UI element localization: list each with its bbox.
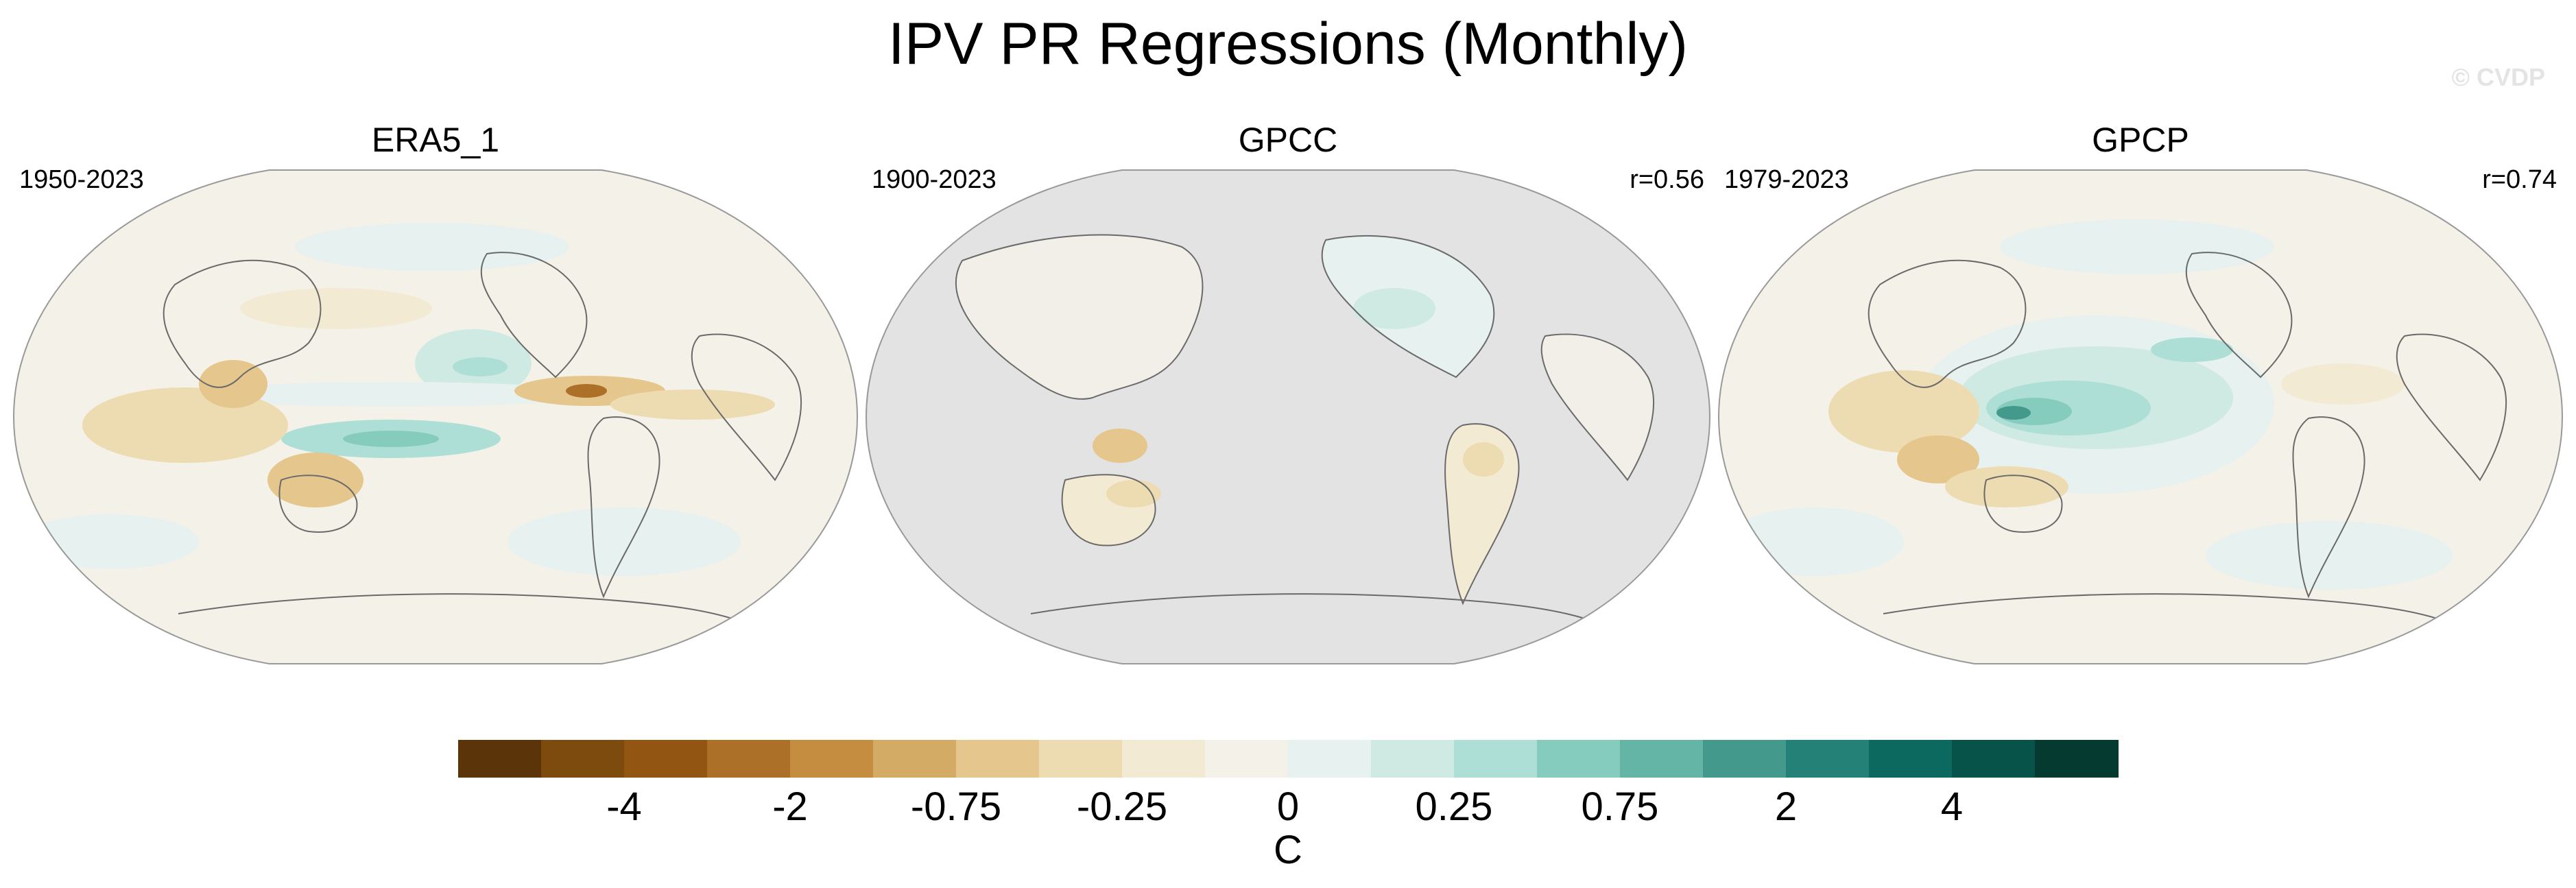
panel-years: 1900-2023 xyxy=(872,165,997,194)
panel-title: GPCP xyxy=(2092,121,2189,159)
anomaly-blob xyxy=(1828,370,1979,453)
coastline xyxy=(1321,235,1495,379)
colorbar-segment xyxy=(624,740,708,778)
coastline xyxy=(1030,593,1614,632)
colorbar-segment xyxy=(1371,740,1455,778)
anomaly-blob xyxy=(566,384,607,398)
colorbar-segment xyxy=(1454,740,1538,778)
colorbar-tick-label: -4 xyxy=(606,784,642,829)
colorbar-segment xyxy=(1537,740,1621,778)
colorbar-tick-label: -0.75 xyxy=(910,784,1002,829)
coastline xyxy=(587,416,660,599)
anomaly-blob xyxy=(2281,363,2405,405)
coastline xyxy=(163,259,322,388)
anomaly-blob xyxy=(21,514,199,569)
globe-outline xyxy=(1717,169,2564,664)
colorbar-tick-label: 2 xyxy=(1774,784,1798,829)
panel-correlation: r=0.56 xyxy=(1630,165,1704,194)
colorbar-segment xyxy=(458,740,542,778)
colorbar-segment xyxy=(790,740,874,778)
colorbar-tick-label: 0.75 xyxy=(1581,784,1659,829)
anomaly-blob xyxy=(1093,429,1147,463)
coastline xyxy=(955,234,1204,400)
globe-outline xyxy=(12,169,859,664)
colorbar-segment xyxy=(707,740,791,778)
coastline xyxy=(1444,423,1520,605)
anomaly-blob xyxy=(508,507,741,576)
map-panel-era5: ERA5_1 1950-2023 xyxy=(7,117,864,686)
colorbar-segment xyxy=(956,740,1040,778)
anomaly-blob xyxy=(199,360,267,408)
anomaly-blob xyxy=(295,223,569,271)
colorbar-tick-label: 0 xyxy=(1276,784,1300,829)
colorbar-segment xyxy=(1205,740,1289,778)
coastline xyxy=(1883,593,2467,632)
map-panel-gpcc: GPCC 1900-2023 r=0.56 xyxy=(859,117,1717,686)
anomaly-blob xyxy=(1353,288,1435,329)
colorbar-segment xyxy=(2035,740,2119,778)
coastline xyxy=(691,333,802,481)
panel-years: 1979-2023 xyxy=(1724,165,1849,194)
land-region xyxy=(955,235,1203,399)
colorbar-segment xyxy=(1786,740,1870,778)
panel-title: GPCC xyxy=(1238,121,1338,159)
map-gpcc xyxy=(865,169,1711,664)
colorbar-segment xyxy=(1703,740,1787,778)
anomaly-blob xyxy=(1996,406,2031,420)
colorbar-segment xyxy=(1039,740,1123,778)
colorbar xyxy=(458,740,2119,778)
colorbar-segment xyxy=(541,740,625,778)
map-era5 xyxy=(12,169,859,664)
coastline xyxy=(480,252,588,379)
panel-correlation: r=0.74 xyxy=(2482,165,2557,194)
anomaly-blob xyxy=(2000,219,2274,274)
map-gpcp xyxy=(1717,169,2564,664)
anomaly-blob xyxy=(185,382,597,407)
panel-years: 1950-2023 xyxy=(19,165,144,194)
anomaly-blob xyxy=(1897,435,1979,483)
colorbar-segment xyxy=(873,740,957,778)
anomaly-blob xyxy=(2151,337,2233,362)
coastline xyxy=(278,475,358,533)
colorbar-segment xyxy=(1952,740,2036,778)
anomaly-blob xyxy=(1106,480,1161,507)
colorbar-tick-label: -0.25 xyxy=(1076,784,1168,829)
anomaly-blob xyxy=(240,288,432,329)
colorbar-units: C xyxy=(1274,828,1302,872)
coastline xyxy=(1868,259,2027,388)
panel-title: ERA5_1 xyxy=(371,121,500,159)
figure-title: IPV PR Regressions (Monthly) xyxy=(887,11,1689,77)
watermark: © CVDP xyxy=(2451,63,2545,91)
coastline xyxy=(178,593,762,632)
colorbar-segment xyxy=(1869,740,1953,778)
coastline xyxy=(1983,475,2063,533)
map-panel-gpcp: GPCP 1979-2023 r=0.74 xyxy=(1712,117,2569,686)
coastline xyxy=(2185,252,2293,379)
anomaly-blob xyxy=(343,431,439,447)
colorbar-segment xyxy=(1288,740,1372,778)
land-region xyxy=(1541,334,1654,480)
anomaly-blob xyxy=(267,453,363,507)
anomaly-blob xyxy=(1463,442,1504,477)
anomaly-blob xyxy=(453,357,508,376)
coastline xyxy=(1061,474,1156,547)
colorbar-segment xyxy=(1620,740,1704,778)
coastline xyxy=(2396,333,2507,481)
colorbar-tick-label: 0.25 xyxy=(1415,784,1493,829)
colorbar-segment xyxy=(1122,740,1206,778)
coastline xyxy=(2292,416,2365,599)
globe-outline xyxy=(865,169,1711,664)
anomaly-blob xyxy=(1945,466,2068,507)
anomaly-blob xyxy=(1726,507,1904,576)
coastline xyxy=(1540,333,1654,481)
anomaly-blob xyxy=(610,389,775,420)
colorbar-tick-label: -2 xyxy=(772,784,808,829)
colorbar-tick-label: 4 xyxy=(1940,784,1964,829)
